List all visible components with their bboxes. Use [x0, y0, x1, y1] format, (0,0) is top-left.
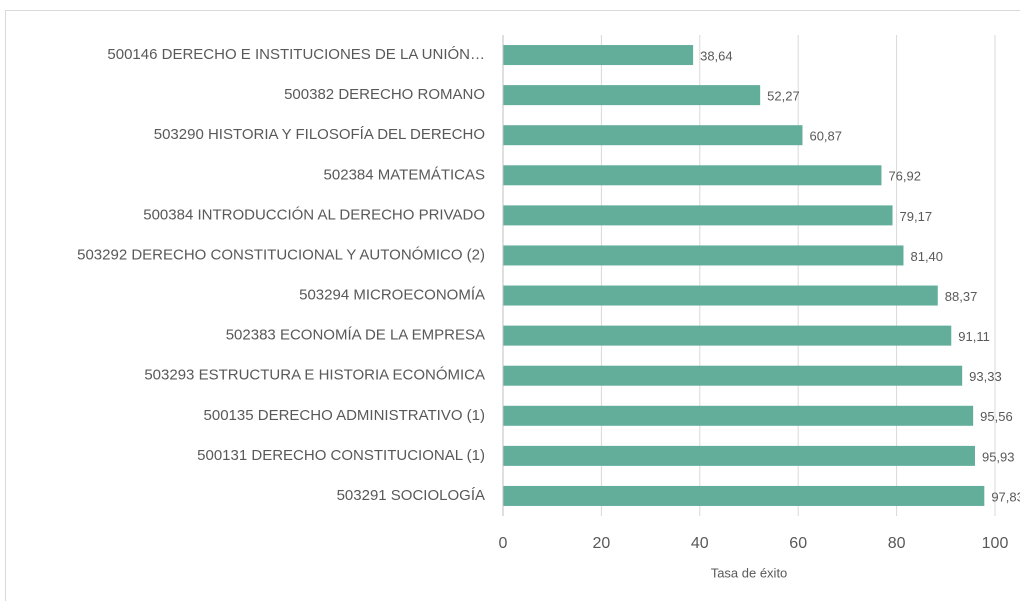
bar [503, 485, 985, 506]
bar [503, 165, 882, 186]
value-label: 91,11 [958, 329, 990, 344]
y-tick-label: 503290 HISTORIA Y FILOSOFÍA DEL DERECHO [154, 126, 485, 143]
bar [503, 285, 938, 306]
x-tick-label: 40 [691, 535, 709, 552]
bar [503, 85, 761, 106]
y-tick-label: 500384 INTRODUCCIÓN AL DERECHO PRIVADO [143, 206, 485, 223]
x-tick-label: 60 [789, 535, 807, 552]
chart-border [5, 10, 1020, 601]
bar [503, 45, 694, 66]
value-label: 93,33 [969, 369, 1002, 384]
y-tick-label: 503291 SOCIOLOGÍA [337, 487, 485, 504]
bar [503, 445, 975, 466]
y-tick-label: 500135 DERECHO ADMINISTRATIVO (1) [204, 407, 485, 424]
bar [503, 245, 904, 266]
value-label: 81,40 [910, 249, 943, 264]
bar [503, 405, 974, 426]
value-label: 52,27 [767, 89, 800, 104]
x-tick-label: 0 [499, 535, 508, 552]
value-label: 38,64 [700, 48, 733, 63]
y-tick-label: 500146 DERECHO E INSTITUCIONES DE LA UNI… [107, 46, 485, 63]
y-tick-label: 503294 MICROECONOMÍA [299, 287, 485, 304]
y-tick-label: 500131 DERECHO CONSTITUCIONAL (1) [197, 447, 485, 464]
value-label: 76,92 [888, 169, 921, 184]
bar [503, 205, 893, 226]
y-tick-label: 502383 ECONOMÍA DE LA EMPRESA [226, 327, 485, 344]
bar [503, 125, 803, 146]
x-axis-title: Tasa de éxito [711, 565, 788, 580]
bar [503, 365, 963, 386]
x-tick-label: 80 [888, 535, 906, 552]
y-tick-label: 500382 DERECHO ROMANO [284, 86, 485, 103]
value-label: 95,56 [980, 409, 1013, 424]
value-label: 79,17 [900, 209, 933, 224]
value-label: 97,83 [991, 489, 1020, 504]
bar [503, 325, 952, 346]
y-tick-label: 503292 DERECHO CONSTITUCIONAL Y AUTONÓMI… [77, 246, 485, 263]
y-tick-label: 503293 ESTRUCTURA E HISTORIA ECONÓMICA [144, 367, 485, 384]
x-tick-label: 20 [593, 535, 611, 552]
value-label: 88,37 [945, 289, 978, 304]
value-label: 95,93 [982, 449, 1015, 464]
x-tick-label: 100 [982, 535, 1009, 552]
value-label: 60,87 [809, 129, 842, 144]
y-tick-label: 502384 MATEMÁTICAS [324, 166, 485, 183]
